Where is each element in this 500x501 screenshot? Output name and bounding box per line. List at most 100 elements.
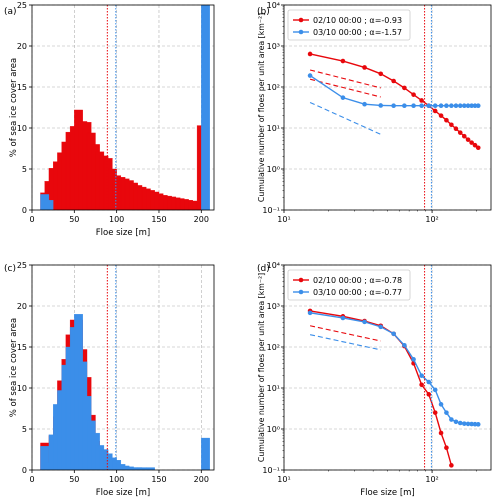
axes-frame bbox=[31, 264, 215, 471]
data-point-red bbox=[475, 145, 481, 151]
x-tick-label: 100 bbox=[109, 475, 124, 484]
panel-label: (d) bbox=[257, 264, 270, 274]
data-point-red bbox=[457, 130, 463, 135]
data-point-blue bbox=[438, 402, 444, 407]
data-point-blue bbox=[307, 73, 313, 78]
panel-label: (b) bbox=[257, 7, 270, 17]
y-tick-label: 10⁰ bbox=[267, 425, 280, 434]
data-point-red bbox=[419, 382, 424, 388]
data-point-blue bbox=[444, 410, 449, 415]
bar-blue bbox=[44, 200, 54, 210]
plot-area bbox=[307, 51, 481, 151]
axes-frame bbox=[31, 4, 215, 211]
y-tick-label: 0 bbox=[22, 466, 27, 475]
data-point-blue bbox=[426, 103, 432, 108]
data-point-red bbox=[307, 51, 313, 57]
plot-area bbox=[40, 5, 210, 210]
data-point-red bbox=[453, 126, 459, 132]
data-point-blue bbox=[475, 103, 481, 108]
data-point-blue bbox=[411, 357, 416, 362]
data-point-blue bbox=[469, 103, 474, 108]
x-axis-label: Floe size [m] bbox=[96, 488, 150, 498]
data-point-blue bbox=[449, 103, 454, 108]
data-point-red bbox=[449, 463, 454, 468]
data-point-blue bbox=[426, 379, 432, 385]
y-tick-label: 10⁰ bbox=[267, 165, 280, 174]
data-point-blue bbox=[419, 373, 424, 378]
data-point-red bbox=[449, 122, 454, 128]
data-point-red bbox=[340, 58, 346, 64]
legend-marker-red bbox=[298, 17, 304, 23]
y-tick-label: 5 bbox=[22, 425, 27, 434]
data-point-blue bbox=[432, 387, 438, 393]
y-tick-label: 10⁻¹ bbox=[262, 466, 280, 475]
legend-box bbox=[287, 269, 411, 301]
data-point-red bbox=[444, 445, 449, 450]
plot-area bbox=[307, 308, 481, 468]
x-tick-label: 50 bbox=[69, 215, 79, 224]
plot-area bbox=[40, 314, 210, 470]
bar-blue bbox=[146, 467, 155, 470]
y-axis-label: Cumulative number of floes per unit area… bbox=[257, 273, 266, 462]
series-line-red bbox=[309, 53, 479, 149]
panel-label: (c) bbox=[4, 264, 16, 274]
data-point-blue bbox=[411, 103, 416, 108]
x-tick-label: 200 bbox=[194, 215, 209, 224]
legend-label: 03/10 00:00 ; α=-0.77 bbox=[313, 288, 402, 297]
y-tick-label: 10¹ bbox=[267, 124, 280, 133]
y-axis-label: Cumulative number of floes per unit area… bbox=[257, 13, 266, 202]
panel-label: (a) bbox=[4, 7, 17, 17]
data-point-blue bbox=[469, 421, 474, 427]
x-axis-label: Floe size [m] bbox=[96, 228, 150, 238]
data-point-red bbox=[378, 71, 384, 77]
data-point-blue bbox=[402, 343, 407, 348]
data-point-blue bbox=[457, 103, 463, 108]
data-point-red bbox=[438, 113, 444, 118]
fit-line-red bbox=[309, 69, 381, 89]
data-point-red bbox=[391, 78, 396, 84]
legend-marker-blue bbox=[298, 289, 304, 295]
y-tick-label: 10⁻¹ bbox=[262, 206, 280, 215]
data-point-blue bbox=[419, 103, 424, 108]
data-point-red bbox=[465, 137, 471, 142]
data-point-red bbox=[362, 65, 367, 70]
data-point-red bbox=[432, 410, 438, 415]
fit-line-red bbox=[309, 78, 381, 98]
data-point-blue bbox=[472, 103, 478, 108]
y-axis-label: % of sea ice cover area bbox=[9, 318, 19, 418]
x-tick-label: 50 bbox=[69, 475, 79, 484]
legend: 02/10 00:00 ; α=-0.93 03/10 00:00 ; α=-1.… bbox=[287, 9, 411, 41]
y-tick-label: 10¹ bbox=[267, 384, 280, 393]
y-tick-label: 20 bbox=[17, 42, 27, 51]
panel-c: 0 50 100 150 200 0 5 10 15 20 25 Floe size [m] % of … bbox=[4, 261, 215, 498]
y-tick-label: 10³ bbox=[267, 42, 280, 51]
data-point-red bbox=[469, 140, 474, 145]
y-tick-label: 10 bbox=[17, 384, 27, 393]
legend-box bbox=[287, 9, 411, 41]
bar-blue bbox=[201, 5, 210, 210]
y-tick-label: 10³ bbox=[267, 302, 280, 311]
data-point-blue bbox=[438, 103, 444, 108]
data-point-red bbox=[461, 133, 467, 139]
data-point-blue bbox=[465, 103, 471, 108]
data-point-blue bbox=[340, 95, 346, 100]
fit-line-blue bbox=[309, 334, 381, 351]
data-point-blue bbox=[444, 103, 449, 108]
x-tick-label: 150 bbox=[151, 215, 166, 224]
x-tick-label: 10¹ bbox=[277, 215, 290, 224]
data-point-blue bbox=[461, 421, 467, 426]
data-point-blue bbox=[461, 103, 467, 108]
panel-a: 0 50 100 150 200 0 5 10 15 20 25 Floe size [m] % of … bbox=[4, 1, 215, 238]
data-point-blue bbox=[362, 319, 367, 325]
data-point-blue bbox=[307, 310, 313, 316]
data-point-blue bbox=[402, 103, 407, 108]
data-point-red bbox=[419, 98, 424, 103]
data-point-blue bbox=[472, 421, 478, 427]
axes-frame bbox=[283, 264, 492, 471]
x-tick-label: 100 bbox=[109, 215, 124, 224]
data-point-blue bbox=[453, 103, 459, 108]
data-point-red bbox=[411, 92, 416, 97]
data-point-blue bbox=[432, 103, 438, 108]
